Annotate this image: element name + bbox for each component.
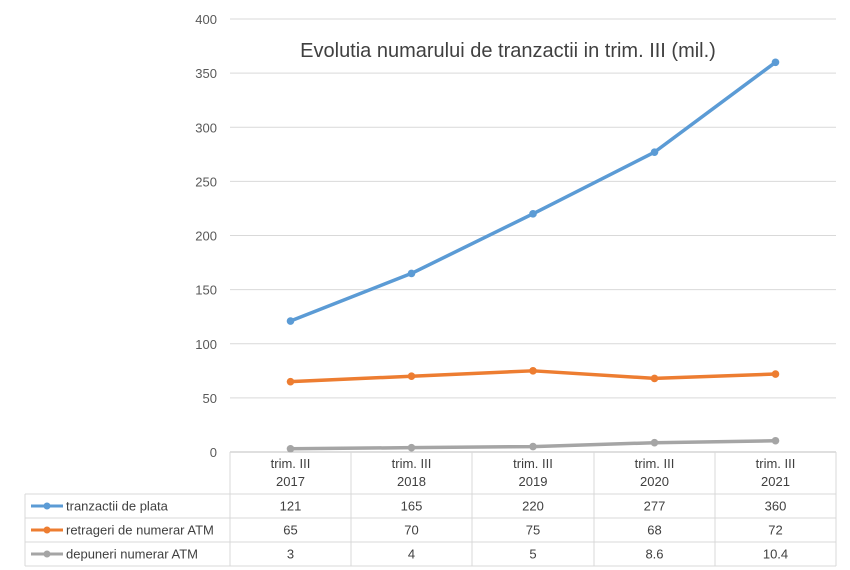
data-table-value: 277	[644, 499, 666, 514]
y-tick-label: 300	[195, 120, 217, 135]
data-point	[771, 436, 780, 445]
data-point	[650, 438, 659, 447]
x-category-label: trim. III	[635, 456, 675, 471]
x-category-label: trim. III	[513, 456, 553, 471]
data-table-value: 68	[647, 523, 661, 538]
data-table-value: 65	[283, 523, 297, 538]
data-point	[650, 148, 659, 156]
data-point	[407, 269, 416, 278]
legend-key-marker	[43, 550, 51, 558]
data-point	[529, 442, 537, 451]
data-point	[286, 444, 295, 453]
data-table-value: 5	[529, 547, 536, 562]
gridlines	[230, 18, 836, 453]
series-line	[288, 60, 778, 323]
x-category-label: trim. III	[392, 456, 432, 471]
data-point	[407, 372, 416, 381]
data-table-value: 220	[522, 499, 544, 514]
y-tick-label: 200	[195, 229, 217, 244]
data-table-value: 8.6	[645, 547, 663, 562]
data-table-value: 75	[526, 523, 540, 538]
y-tick-label: 150	[195, 283, 217, 298]
x-category-label: 2021	[761, 474, 790, 489]
data-point	[771, 370, 780, 378]
x-category-label: 2017	[276, 474, 305, 489]
data-table-value: 72	[768, 523, 782, 538]
legend-series-name: tranzactii de plata	[66, 499, 169, 514]
data-table-value: 4	[408, 547, 415, 562]
data-table-value: 360	[765, 499, 787, 514]
data-point	[529, 210, 537, 218]
legend-series-name: depuneri numerar ATM	[66, 547, 198, 562]
chart-title: Evolutia numarului de tranzactii in trim…	[300, 40, 716, 62]
data-table-value: 165	[401, 499, 423, 514]
series-lines	[286, 58, 780, 453]
x-category-label: 2018	[397, 474, 426, 489]
y-tick-label: 0	[210, 445, 217, 460]
data-point	[771, 58, 780, 67]
y-tick-label: 400	[195, 12, 217, 27]
x-category-label: 2020	[640, 474, 669, 489]
data-point	[286, 377, 295, 386]
legend-key-marker	[43, 526, 51, 534]
data-point	[529, 367, 537, 375]
y-axis-ticks: 0 50 100 150 200 250 300 350 400	[195, 12, 217, 460]
x-category-label: trim. III	[271, 456, 311, 471]
data-table-value: 10.4	[763, 547, 788, 562]
data-table-value: 70	[404, 523, 418, 538]
data-table-value: 3	[287, 547, 294, 562]
legend-key-marker	[43, 502, 51, 510]
y-tick-label: 50	[203, 391, 217, 406]
x-category-label: trim. III	[756, 456, 796, 471]
legend-series-name: retrageri de numerar ATM	[66, 523, 214, 538]
data-point	[407, 443, 416, 452]
x-category-label: 2019	[519, 474, 548, 489]
data-table: trim. III 2017 trim. III 2018 trim. III 2019 t…	[24, 452, 837, 567]
data-point	[286, 317, 295, 325]
y-tick-label: 350	[195, 66, 217, 81]
data-point	[650, 374, 659, 383]
y-tick-label: 100	[195, 337, 217, 352]
data-table-value: 121	[280, 499, 302, 514]
y-tick-label: 250	[195, 174, 217, 189]
